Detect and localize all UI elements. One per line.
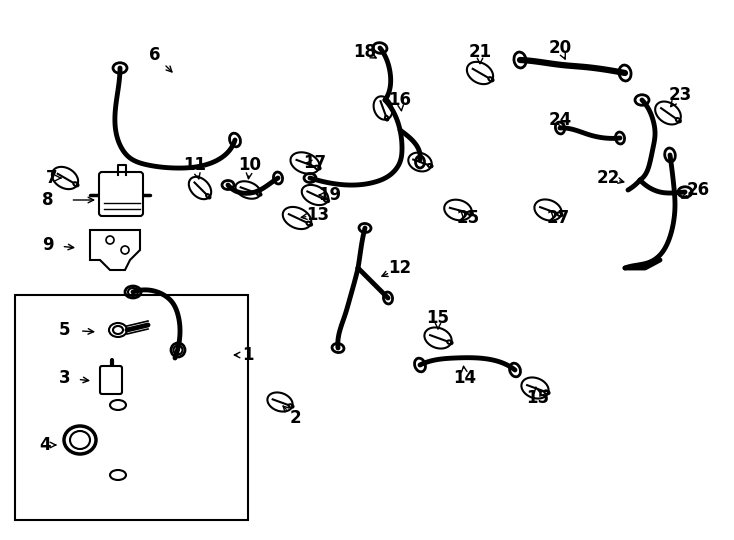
Text: 21: 21 [468,43,492,61]
Bar [15,295,248,520]
Text: 3: 3 [59,369,70,387]
Text: 9: 9 [42,236,54,254]
Text: 20: 20 [548,39,572,57]
Text: 12: 12 [388,259,412,277]
Text: 18: 18 [354,43,377,61]
Text: 13: 13 [306,206,330,224]
Text: 7: 7 [46,169,58,187]
Text: 15: 15 [526,389,550,407]
Text: 10: 10 [239,156,261,174]
Text: 27: 27 [546,209,570,227]
Text: 2: 2 [289,409,301,427]
Text: 16: 16 [388,91,412,109]
Text: 19: 19 [319,186,341,204]
Text: 1: 1 [242,346,254,364]
Text: 26: 26 [686,181,710,199]
Text: 15: 15 [426,309,449,327]
Text: 8: 8 [43,191,54,209]
Text: 6: 6 [149,46,161,64]
Text: 4: 4 [39,436,51,454]
Text: 23: 23 [669,86,691,104]
Text: 24: 24 [548,111,572,129]
FancyBboxPatch shape [99,172,143,216]
Text: 17: 17 [303,154,327,172]
Text: 11: 11 [184,156,206,174]
Text: 25: 25 [457,209,479,227]
Text: 5: 5 [59,321,70,339]
Text: 22: 22 [596,169,619,187]
FancyBboxPatch shape [100,366,122,394]
Text: 14: 14 [454,369,476,387]
